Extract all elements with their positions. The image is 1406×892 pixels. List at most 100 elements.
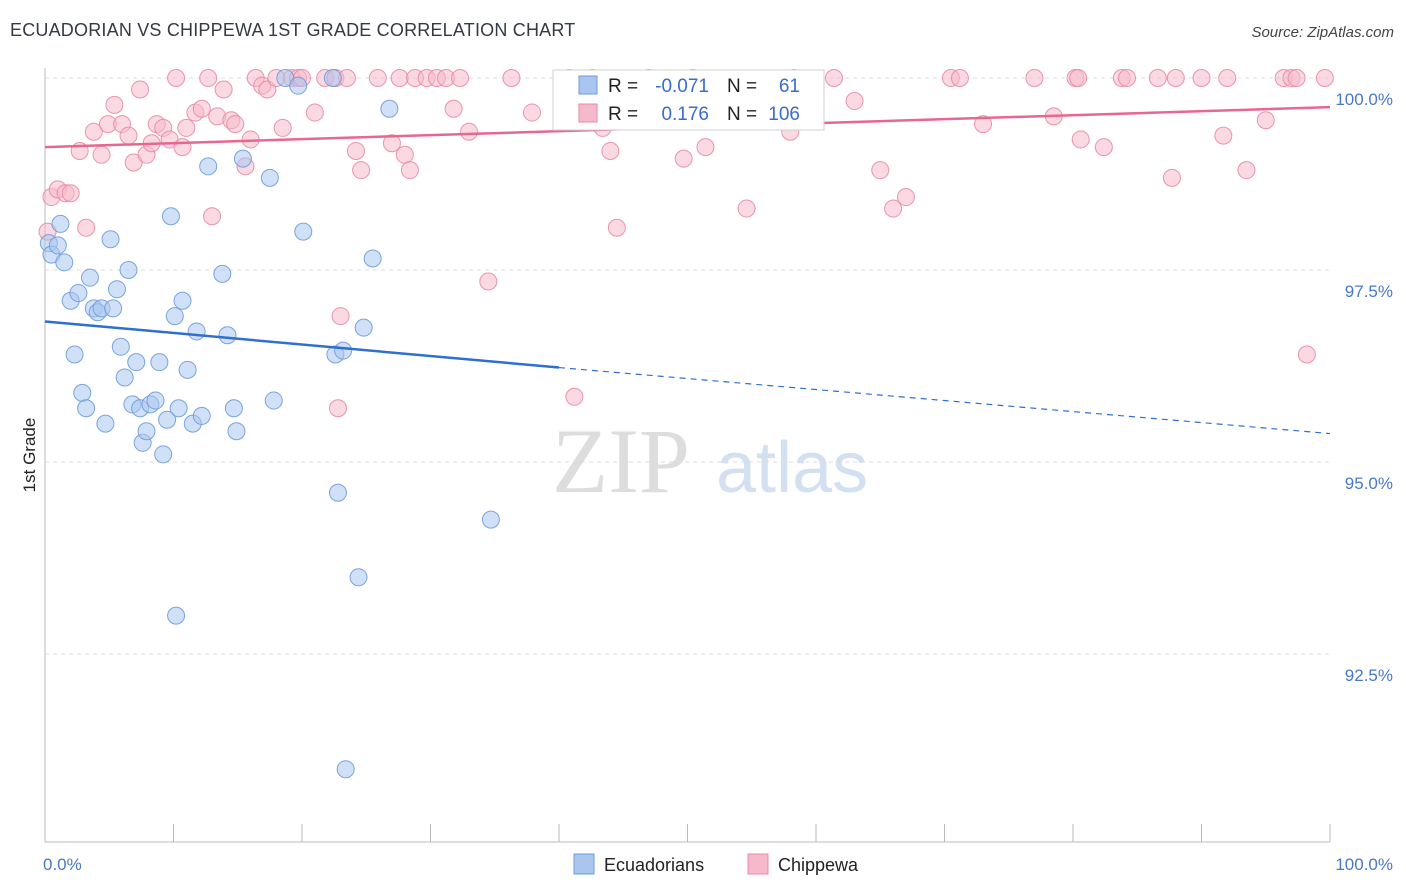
chippewa-point [696,138,715,157]
ecuadorians-point [199,157,218,176]
ecuadorians-point [336,760,355,779]
ecuadorians-point [323,69,342,87]
chippewa-point [167,69,186,87]
x-tick-label: 0.0% [43,855,82,874]
chippewa-point [77,218,96,237]
ecuadorians-point [192,406,211,425]
chippewa-point [1297,345,1316,364]
chippewa-point [1069,69,1088,87]
chippewa-point [1192,69,1211,87]
chippewa-point [226,115,245,134]
ecuadorians-point [289,76,308,95]
correlation-legend: R = -0.071 N = 61 R = 0.176 N = 106 [552,69,825,131]
chippewa-point [199,69,218,87]
chippewa-point [92,145,111,164]
legend-label-chippewa: Chippewa [778,855,859,875]
chippewa-point [192,99,211,118]
ecuadorians-point [48,236,67,255]
watermark-atlas: atlas [716,428,868,508]
chippewa-point [119,126,138,145]
ecuadorians-point [77,399,96,418]
chippewa-point [444,99,463,118]
chippewa-point [974,115,993,134]
ecuadorians-point [481,510,500,529]
ecuadorians-point [260,168,279,187]
chippewa-point [273,118,292,137]
chippewa-point [601,141,620,160]
chippewa-point [674,149,693,168]
legend-r-label: R = [608,104,638,125]
chippewa-point [177,118,196,137]
chippewa-point [824,69,843,87]
chippewa-point [203,207,222,226]
y-tick-label: 100.0% [1335,90,1393,109]
ecuadorians-point [137,422,156,441]
ecuadorians-point [380,99,399,118]
chippewa-point [328,399,347,418]
chippewa-point [382,134,401,153]
chippewa-point [896,188,915,207]
ecuadorians-point [111,337,130,356]
chippewa-point [1214,126,1233,145]
chippewa-point [1071,130,1090,149]
chippewa-point [950,69,969,87]
ecuadorians-point [349,568,368,587]
ecuadorians-point [328,483,347,502]
chippewa-point [131,80,150,99]
ecuadorians-point [51,214,70,233]
ecuadorians-point [107,280,126,299]
chippewa-point [607,218,626,237]
ecuadorians-point [294,222,313,241]
chart-title: ECUADORIAN VS CHIPPEWA 1ST GRADE CORRELA… [10,20,576,40]
x-tick-labels: 0.0% 100.0% [43,855,1393,874]
chippewa-point [523,103,542,122]
ecuadorians-point [65,345,84,364]
ecuadorians-point [115,368,134,387]
ecuadorians-point [167,606,186,625]
chippewa-point [395,145,414,164]
legend-r-label: R = [608,76,638,97]
chippewa-point [1162,168,1181,187]
chippewa-point [479,272,498,291]
ecuadorians-point [187,322,206,341]
ecuadorians-point [146,391,165,410]
ecuadorians-point [55,253,74,272]
chippewa-point [400,161,419,180]
ecuadorians-point [178,360,197,379]
source-label: Source: ZipAtlas.com [1251,24,1394,41]
ecuadorians-points [39,69,500,779]
ecuadorians-point [224,399,243,418]
chippewa-point [460,122,479,141]
ecuadorians-point [127,353,146,372]
ecuadorians-trend-extension [558,366,1331,435]
ecuadorians-point [80,268,99,287]
ecuadorians-point [69,284,88,303]
legend-swatch-ecuadorians [578,75,598,95]
legend-n-value: 106 [768,104,800,125]
chippewa-point [331,307,350,326]
ecuadorians-point [154,445,173,464]
ecuadorians-point [161,207,180,226]
legend-n-label: N = [727,104,757,125]
legend-swatch-ecuadorians [573,853,595,875]
chippewa-point [871,161,890,180]
y-tick-labels: 92.5% 95.0% 97.5% 100.0% [1335,90,1393,685]
legend-n-value: 61 [779,76,800,97]
chippewa-point [502,69,521,87]
legend-n-label: N = [727,76,757,97]
legend-label-ecuadorians: Ecuadorians [604,855,704,875]
chippewa-point [1148,69,1167,87]
ecuadorians-point [104,299,123,318]
chippewa-point [1218,69,1237,87]
ecuadorians-point [119,261,138,279]
chippewa-point [352,161,371,180]
ecuadorians-point [169,399,188,418]
x-tick-label: 100.0% [1335,855,1393,874]
chippewa-point [451,69,470,87]
y-tick-label: 97.5% [1345,282,1393,301]
chippewa-point [305,103,324,122]
chippewa-point [84,122,103,141]
ecuadorians-point [363,249,382,268]
legend-swatch-chippewa [578,103,598,123]
